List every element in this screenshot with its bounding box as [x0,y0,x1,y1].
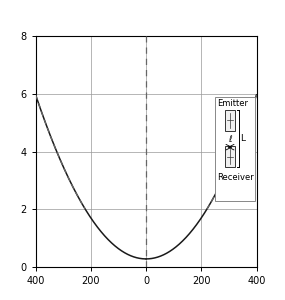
Bar [225,146,235,167]
Bar [215,97,255,201]
Text: Emitter: Emitter [217,99,248,108]
Bar [225,110,235,131]
Text: L: L [240,134,245,143]
Text: ℓ: ℓ [228,135,232,144]
Text: Receiver: Receiver [217,173,254,182]
